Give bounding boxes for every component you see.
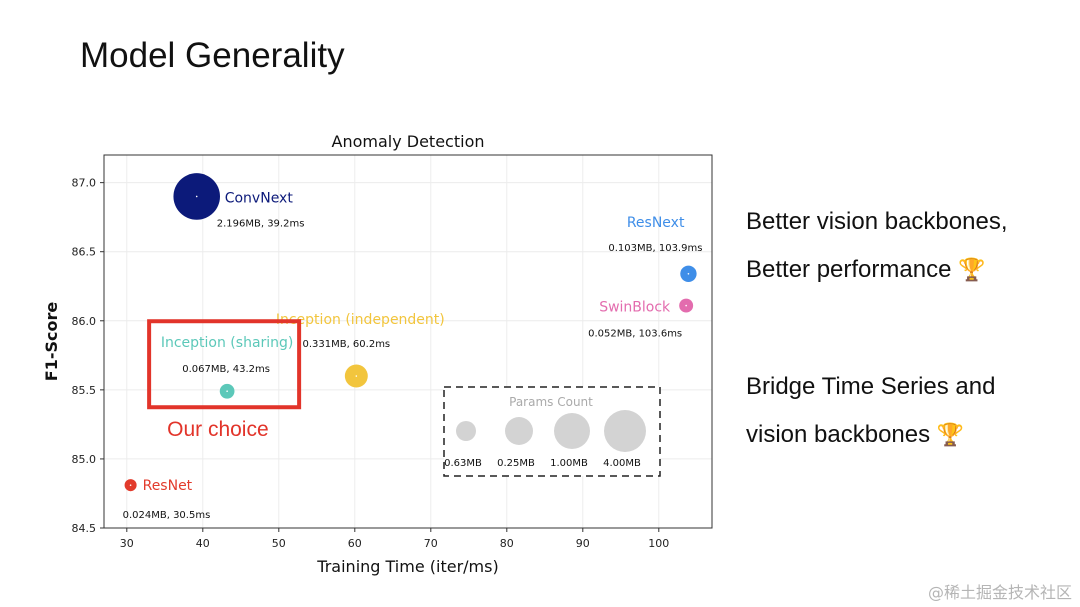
trophy-icon: 🏆 (958, 257, 986, 282)
label-resnet: ResNet (143, 478, 193, 494)
detail-resnext: 0.103MB, 103.9ms (608, 243, 702, 254)
x-tick-label: 30 (120, 537, 134, 550)
point-center-resnet (129, 484, 132, 486)
point-center-swinblock (685, 304, 687, 307)
bullet-line-1: Better vision backbones, (746, 208, 1008, 235)
y-tick-label: 85.5 (72, 384, 97, 397)
point-center-inception-independent (355, 375, 358, 377)
x-tick-label: 40 (196, 537, 210, 550)
size-legend-label: 1.00MB (550, 458, 588, 469)
label-inception-independent: Inception (independent) (276, 312, 445, 328)
size-legend-circle (505, 417, 533, 445)
anomaly-detection-chart: 30 40 50 60 70 80 90 100 84.5 85.0 85.5 86.0 86.5 87.… (42, 132, 713, 576)
point-center-convnext (195, 195, 198, 198)
x-tick-label: 60 (348, 537, 362, 550)
x-tick-label: 80 (500, 537, 514, 550)
slide-title: Model Generality (80, 36, 345, 75)
size-legend-label: 4.00MB (603, 458, 641, 469)
label-resnext: ResNext (627, 215, 685, 231)
size-legend-label: 0.25MB (497, 458, 535, 469)
size-legend-circle (554, 413, 590, 449)
detail-inception-sharing: 0.067MB, 43.2ms (182, 364, 270, 375)
point-center-resnext (687, 273, 690, 275)
highlight-box (147, 319, 302, 410)
detail-resnet: 0.024MB, 30.5ms (123, 510, 211, 521)
y-axis-label: F1-Score (42, 302, 61, 382)
size-legend-circle (456, 421, 476, 441)
detail-swinblock: 0.052MB, 103.6ms (588, 329, 682, 340)
y-tick-label: 86.0 (72, 315, 97, 328)
bullet-line-4: vision backbones 🏆 (746, 421, 965, 448)
x-tick-label: 50 (272, 537, 286, 550)
bullet-line-2: Better performance 🏆 (746, 256, 986, 283)
label-swinblock: SwinBlock (599, 300, 671, 316)
watermark: @稀土掘金技术社区 (927, 583, 1072, 602)
detail-convnext: 2.196MB, 39.2ms (217, 218, 305, 229)
size-legend-title: Params Count (509, 395, 593, 409)
y-tick-label: 87.0 (72, 177, 97, 190)
x-tick-label: 70 (424, 537, 438, 550)
bullet-line-3: Bridge Time Series and (746, 373, 996, 400)
trophy-icon: 🏆 (936, 422, 965, 447)
label-inception-sharing: Inception (sharing) (161, 335, 294, 351)
x-tick-label: 100 (648, 537, 669, 550)
y-tick-label: 85.0 (72, 453, 97, 466)
size-legend-circle (604, 410, 646, 452)
x-tick-label: 90 (576, 537, 590, 550)
y-tick-label: 84.5 (72, 522, 97, 535)
point-center-inception-sharing (226, 390, 228, 393)
x-axis-label: Training Time (iter/ms) (316, 557, 498, 576)
highlight-label: Our choice (167, 418, 269, 441)
plot-border (103, 154, 713, 529)
size-legend-label: 0.63MB (444, 458, 482, 469)
y-tick-label: 86.5 (72, 246, 97, 259)
detail-inception-independent: 0.331MB, 60.2ms (302, 339, 390, 350)
label-convnext: ConvNext (225, 190, 294, 206)
chart-title: Anomaly Detection (332, 132, 485, 151)
